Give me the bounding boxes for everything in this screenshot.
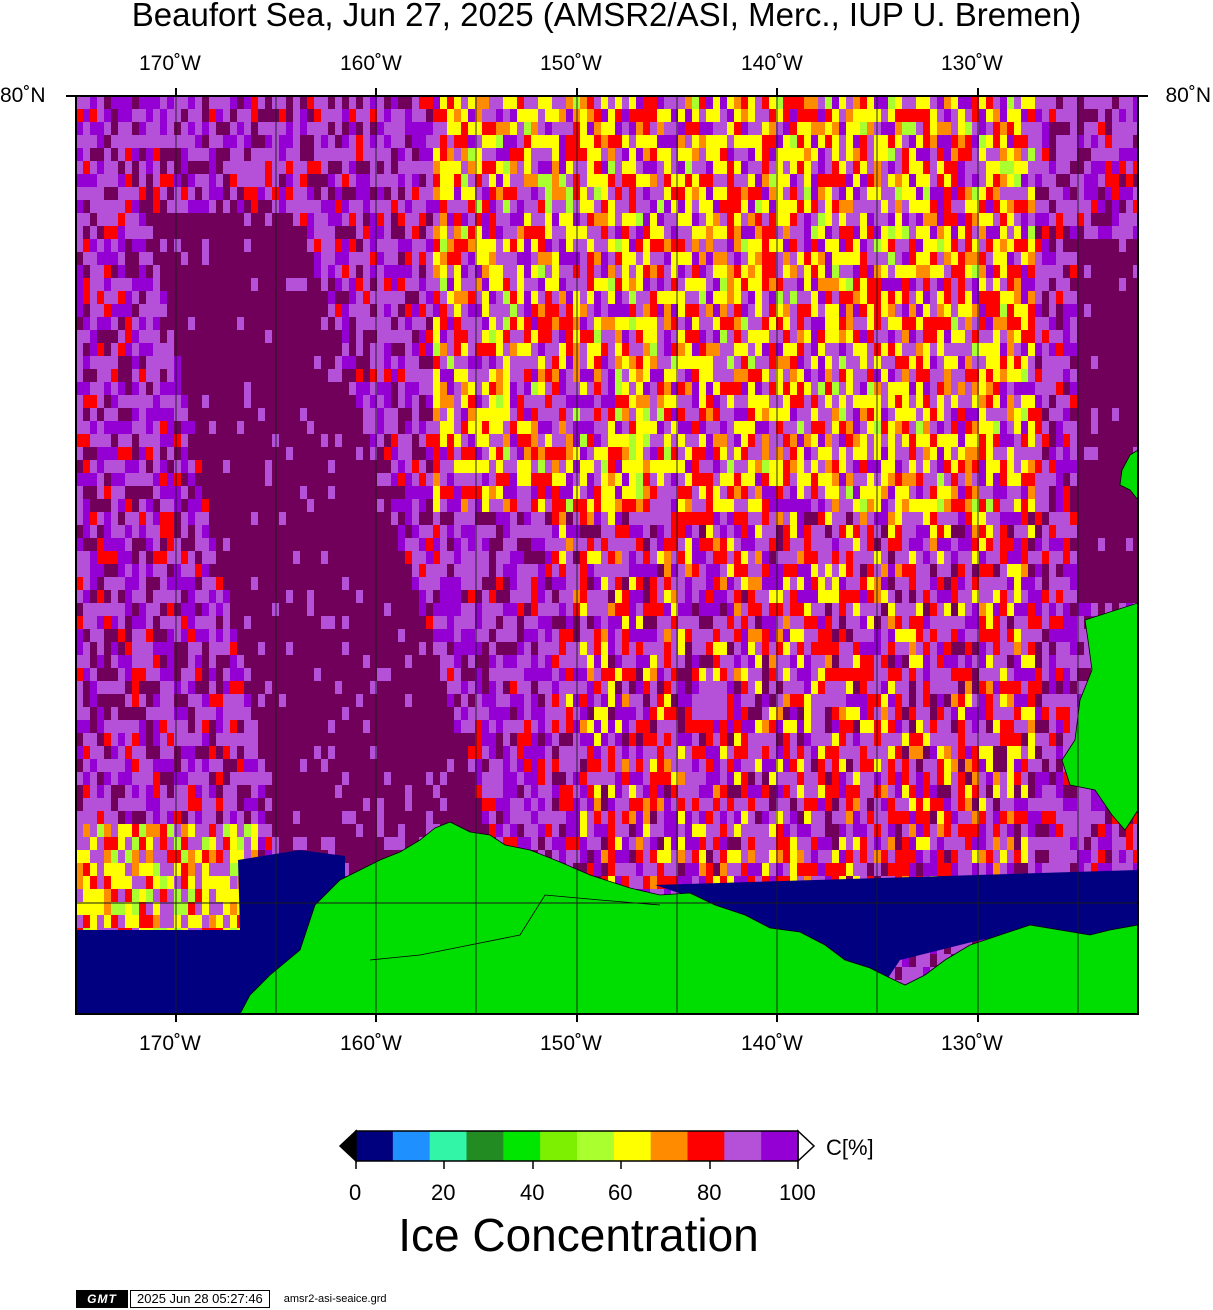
- lon-label-top-160w: 160˚W: [340, 52, 402, 75]
- land-prince-patrick-island: [1119, 449, 1138, 501]
- lon-label-bottom-130w: 130˚W: [941, 1032, 1003, 1055]
- footer: GMT 2025 Jun 28 05:27:46 amsr2-asi-seaic…: [76, 1289, 386, 1309]
- map-frame: [75, 95, 1139, 1015]
- colorbar-box-6: [577, 1131, 615, 1161]
- colorbar-box-2: [429, 1131, 467, 1161]
- colorbar-under-triangle: [338, 1129, 357, 1163]
- colorbar-color-boxes: [356, 1131, 799, 1161]
- open-water-east: [655, 870, 1138, 990]
- ice-concentration-map: [76, 96, 1138, 1014]
- map-title: Beaufort Sea, Jun 27, 2025 (AMSR2/ASI, M…: [131, 0, 1082, 33]
- colorbar-unit: C[%]: [826, 1135, 874, 1160]
- colorbar-box-3: [466, 1131, 504, 1161]
- colorbar-box-1: [392, 1131, 431, 1161]
- colorbar-box-10: [724, 1131, 762, 1161]
- lon-label-bottom-150w: 150˚W: [540, 1032, 602, 1055]
- colorbar-label-100: 100: [779, 1180, 816, 1205]
- land-alaska: [239, 821, 1138, 1014]
- colorbar: [338, 1129, 816, 1169]
- gmt-logo: GMT: [76, 1290, 128, 1308]
- lon-label-top-140w: 140˚W: [741, 52, 803, 75]
- colorbar-label-20: 20: [431, 1180, 456, 1205]
- colorbar-box-8: [650, 1131, 688, 1161]
- colorbar-label-60: 60: [608, 1180, 633, 1205]
- colorbar-label-0: 0: [349, 1180, 362, 1205]
- coastline: [369, 894, 661, 961]
- lon-label-bottom-140w: 140˚W: [741, 1032, 803, 1055]
- lat-label-left-80n: 80˚N: [0, 84, 46, 107]
- colorbar-box-0: [356, 1131, 394, 1161]
- colorbar-box-7: [613, 1131, 652, 1161]
- graticule: [76, 96, 1138, 1014]
- axis-ticks: [66, 88, 1148, 1022]
- lat-label-right-80n: 80˚N: [1165, 84, 1211, 107]
- lon-label-bottom-170w: 170˚W: [139, 1032, 201, 1055]
- colorbar-box-11: [761, 1131, 799, 1161]
- lon-label-top-170w: 170˚W: [139, 52, 201, 75]
- colorbar-label-40: 40: [520, 1180, 545, 1205]
- colorbar-over-triangle: [797, 1129, 816, 1163]
- colorbar-label-80: 80: [697, 1180, 722, 1205]
- lon-label-top-150w: 150˚W: [540, 52, 602, 75]
- lon-label-bottom-160w: 160˚W: [340, 1032, 402, 1055]
- colorbar-box-5: [540, 1131, 578, 1161]
- open-water-west: [76, 850, 345, 1014]
- timestamp: 2025 Jun 28 05:27:46: [130, 1290, 270, 1308]
- land-banks-island: [1061, 602, 1138, 831]
- colorbar-frame: [355, 1130, 799, 1162]
- grid-file-name: amsr2-asi-seaice.grd: [283, 1293, 387, 1305]
- colorbar-box-9: [687, 1131, 725, 1161]
- lon-label-top-130w: 130˚W: [941, 52, 1003, 75]
- colorbar-title: Ice Concentration: [398, 1209, 759, 1261]
- colorbar-box-4: [503, 1131, 541, 1161]
- colorbar-ticks: [355, 1161, 799, 1169]
